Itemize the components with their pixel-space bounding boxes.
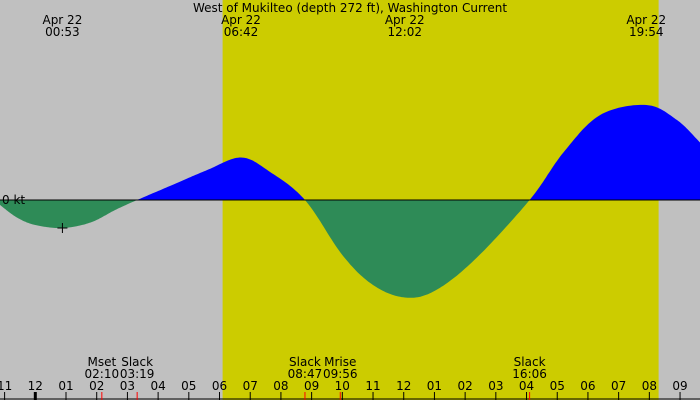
x-tick-label-20: 07 [611,379,626,393]
chart-title: West of Mukilteo (depth 272 ft), Washing… [193,1,507,15]
flood-area-3 [529,104,700,200]
event-time-1: 03:19 [120,367,155,381]
x-tick-label-7: 06 [212,379,227,393]
top-label-time-3: 19:54 [629,25,664,39]
x-tick-label-11: 10 [335,379,350,393]
x-tick-label-8: 07 [243,379,258,393]
x-tick-label-14: 01 [427,379,442,393]
x-tick-label-3: 02 [89,379,104,393]
x-tick-label-6: 05 [181,379,196,393]
ebb-area-2 [305,200,530,298]
x-tick-label-21: 08 [642,379,657,393]
x-tick-label-0: 11 [0,379,12,393]
ebb-area-0 [0,200,138,229]
event-time-3: 09:56 [323,367,358,381]
top-label-time-2: 12:02 [387,25,422,39]
top-label-date-1: Apr 22 [221,13,261,27]
event-name-0: Mset [87,355,116,369]
marker-layer [57,223,68,233]
zero-kt-label: 0 kt [2,193,25,207]
x-tick-label-5: 04 [150,379,165,393]
x-tick-label-1: 12 [28,379,43,393]
event-time-0: 02:10 [85,367,120,381]
x-tick-label-13: 12 [396,379,411,393]
top-label-time-1: 06:42 [224,25,259,39]
x-tick-label-16: 03 [488,379,503,393]
top-label-date-2: Apr 22 [385,13,425,27]
event-name-4: Slack [514,355,546,369]
top-label-date-0: Apr 22 [42,13,82,27]
x-tick-label-22: 09 [672,379,687,393]
x-tick-label-19: 06 [580,379,595,393]
event-time-2: 08:47 [288,367,323,381]
top-label-time-0: 00:53 [45,25,80,39]
x-axis-labels: 11 12 01 02 03 04 05 06 07 08 09 10 11 12 01 02 03 04 05 06… [0,379,688,393]
x-tick-label-12: 11 [365,379,380,393]
event-labels: Mset02:10Slack03:19Slack08:47Mrise09:56S… [85,355,547,381]
event-time-4: 16:06 [512,367,547,381]
flood-series [137,104,700,200]
x-tick-label-10: 09 [304,379,319,393]
x-tick-label-17: 04 [519,379,534,393]
x-axis-ticks [4,392,681,400]
event-name-1: Slack [121,355,153,369]
x-tick-label-9: 08 [273,379,288,393]
x-tick-label-4: 03 [120,379,135,393]
event-name-2: Slack [289,355,321,369]
ebb-series [0,200,530,298]
event-name-3: Mrise [324,355,356,369]
flood-area-1 [137,157,305,200]
top-label-date-3: Apr 22 [626,13,666,27]
x-tick-label-2: 01 [58,379,73,393]
x-tick-label-15: 02 [457,379,472,393]
x-tick-label-18: 05 [550,379,565,393]
